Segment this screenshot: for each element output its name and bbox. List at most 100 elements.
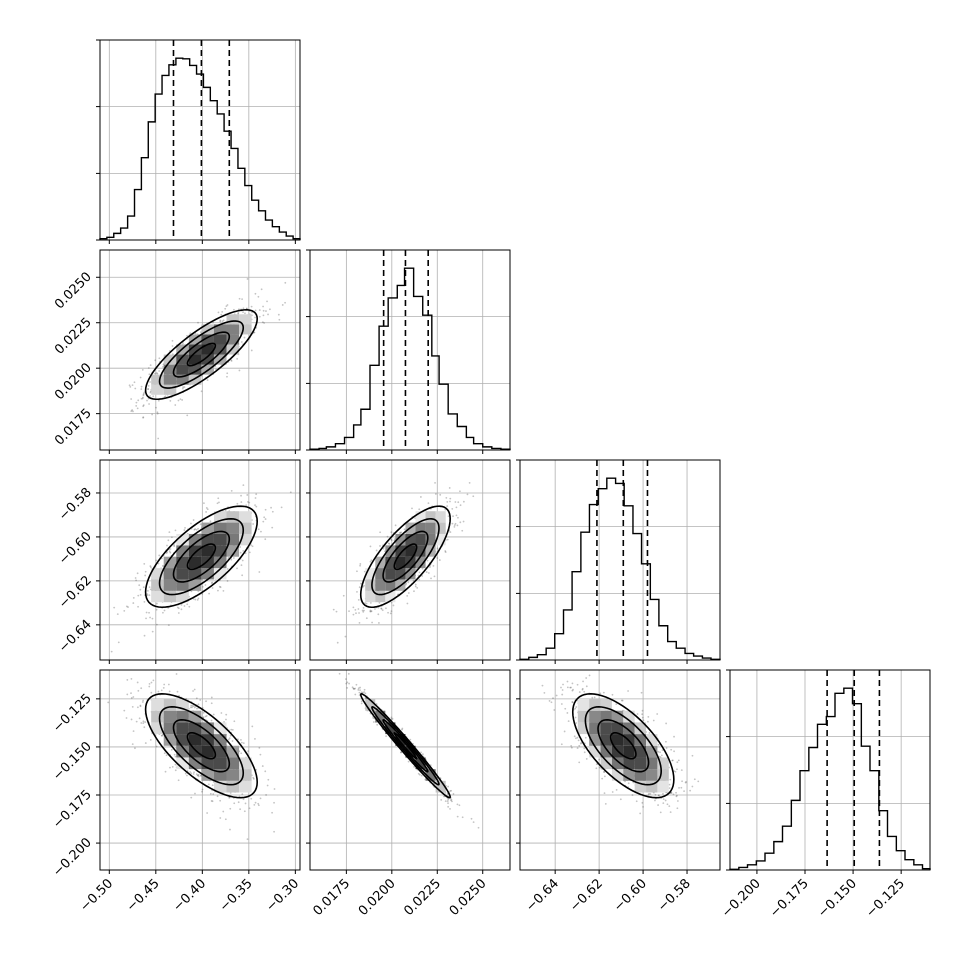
sample-point [254,504,256,507]
density-cell [395,734,406,746]
sample-point [382,547,385,550]
contour-level [158,517,245,596]
sample-point [444,800,447,803]
density-cell [405,556,416,569]
sample-point [449,500,451,503]
sample-point [369,545,372,548]
density-cell [415,522,426,534]
sample-point [454,522,457,525]
sample-point [201,788,204,791]
density-cell [163,364,177,375]
sample-point [146,594,149,597]
sample-point [385,607,387,610]
sample-point [195,773,198,776]
sample-point [135,405,138,407]
sample-point [167,624,170,627]
sample-point [219,319,222,322]
sample-point [354,693,357,696]
scatter-points [332,481,475,644]
density-cell [435,511,446,523]
sample-point [407,592,410,594]
density-cell [176,364,189,375]
sample-point [257,295,260,298]
density-cell [213,344,227,355]
sample-point [246,278,249,280]
sample-point [448,487,451,489]
density-cell [395,568,406,580]
sample-point [238,369,241,372]
sample-point [440,799,443,801]
y-tick-label: 0.0175 [52,406,95,449]
sample-point [217,311,220,314]
sample-point [149,381,151,383]
sample-point [390,538,393,541]
sample-point [555,694,558,697]
density-cell [213,568,227,580]
density-cell [213,769,227,781]
sample-point [135,720,138,723]
sample-point [413,765,415,768]
density-cell [163,579,177,591]
sample-point [254,316,256,319]
sample-point [180,608,183,611]
density-cell [176,722,189,735]
sample-point [142,416,145,419]
sample-point [456,815,459,818]
sample-point [226,375,228,378]
sample-point [132,596,135,599]
sample-point [391,718,394,720]
sample-point [126,679,129,681]
sample-point [252,776,255,779]
sample-point [262,305,264,308]
sample-point [173,544,175,546]
sample-point [370,610,372,613]
sample-point [447,798,450,801]
sample-point [171,345,174,347]
sample-point [227,556,230,559]
sample-point [113,606,116,609]
sample-point [446,800,449,802]
sample-point [155,559,158,562]
sample-point [273,788,276,790]
sample-point [148,373,151,376]
sample-point [192,773,195,775]
sample-point [266,300,268,303]
sample-point [244,802,247,805]
sample-point [412,579,415,582]
sample-point [146,593,149,596]
sample-point [359,689,361,691]
sample-point [137,605,139,608]
sample-point [144,574,147,577]
contour-level [172,530,231,583]
sample-point [225,713,228,716]
sample-point [233,802,236,805]
sample-point [265,794,268,796]
sample-point [462,520,465,523]
scatter-panel-2-1 [306,459,511,664]
sample-point [242,307,245,310]
x-tick-label: 0.0200 [356,876,399,919]
sample-point [240,341,243,343]
sample-point [190,590,193,593]
sample-point [216,502,219,505]
sample-point [352,687,355,690]
sample-point [236,502,239,505]
sample-point [433,575,436,578]
sample-point [148,685,151,688]
x-tick-label: 0.0225 [401,876,444,919]
sample-point [281,304,284,306]
sample-point [427,572,430,574]
density-cell [415,545,426,557]
sample-point [446,505,449,507]
sample-point [452,793,455,795]
sample-point [401,727,404,730]
sample-point [142,586,145,589]
sample-point [363,688,366,691]
density-cell [226,511,240,523]
sample-point [472,821,475,823]
sample-point [444,550,447,552]
sample-point [156,602,158,605]
sample-point [243,810,246,813]
sample-point [217,589,219,592]
